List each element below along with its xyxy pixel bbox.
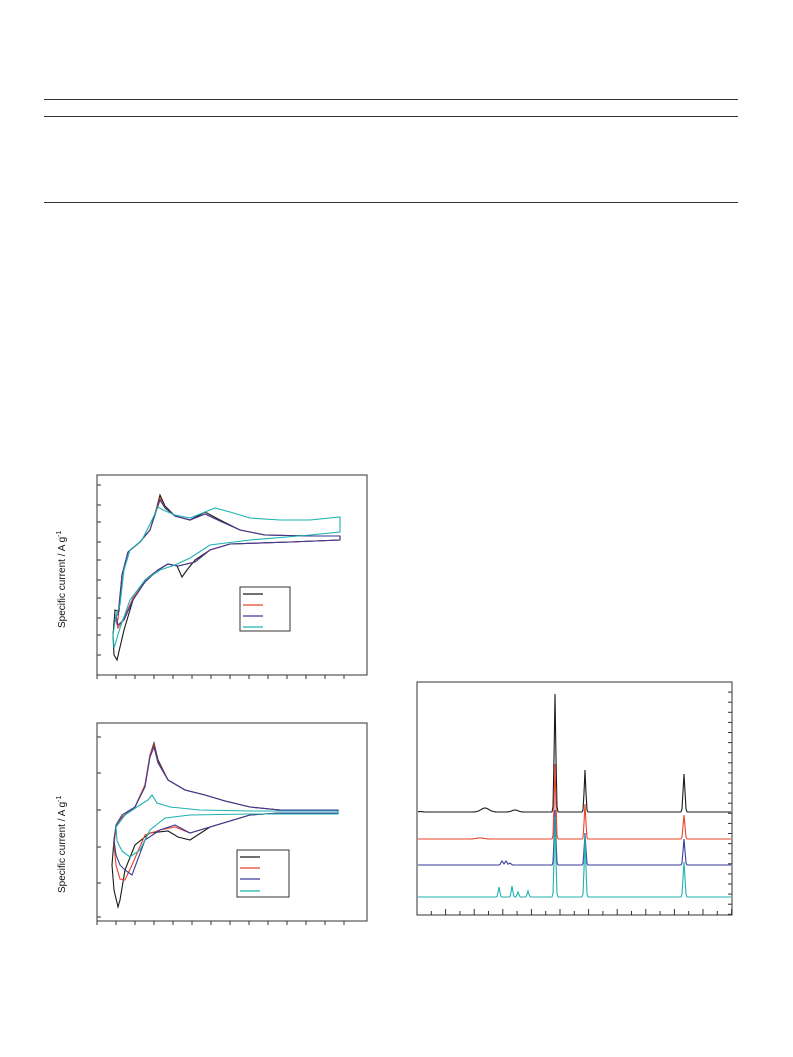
cv-chart-bottom: Specific current / A g-1: [56, 722, 368, 925]
xrd-chart: [416, 681, 733, 916]
cv-series-blue: [115, 498, 341, 627]
cv-curves: [112, 493, 341, 662]
x-ticks: [416, 909, 733, 915]
y-axis-label-sup: -1: [56, 530, 63, 536]
cv-curves: [111, 740, 339, 910]
cv-series-cyan: [115, 794, 339, 858]
table-header-rule: [44, 116, 738, 117]
y-axis-label-text: Specific current / A g: [57, 802, 68, 893]
table-bottom-rule: [44, 202, 738, 203]
plot-frame: [96, 474, 368, 676]
y-ticks: [97, 484, 101, 656]
table-top-rule: [44, 99, 738, 100]
y-axis-label-sup: -1: [56, 795, 63, 801]
x-ticks: [96, 921, 345, 925]
legend-box: [239, 586, 291, 632]
y-axis-label: Specific current / A g-1: [56, 530, 68, 628]
y-ticks: [97, 736, 101, 918]
xrd-patterns: [417, 693, 731, 898]
xrd-series-red: [418, 763, 731, 840]
plot-frame: [96, 722, 368, 922]
x-ticks: [96, 675, 345, 679]
cv-series-cyan: [112, 506, 341, 649]
cv-series-red: [115, 496, 341, 630]
legend-box: [236, 849, 290, 898]
y-axis-label-text: Specific current / A g: [57, 537, 68, 628]
xrd-series-blue: [418, 809, 731, 866]
xrd-series-black: [417, 693, 731, 813]
right-ticks: [728, 681, 732, 915]
y-axis-label: Specific current / A g-1: [56, 795, 68, 893]
cv-chart-top: Specific current / A g-1: [56, 474, 368, 679]
cv-series-black: [111, 740, 339, 910]
xrd-series-cyan: [418, 816, 731, 898]
